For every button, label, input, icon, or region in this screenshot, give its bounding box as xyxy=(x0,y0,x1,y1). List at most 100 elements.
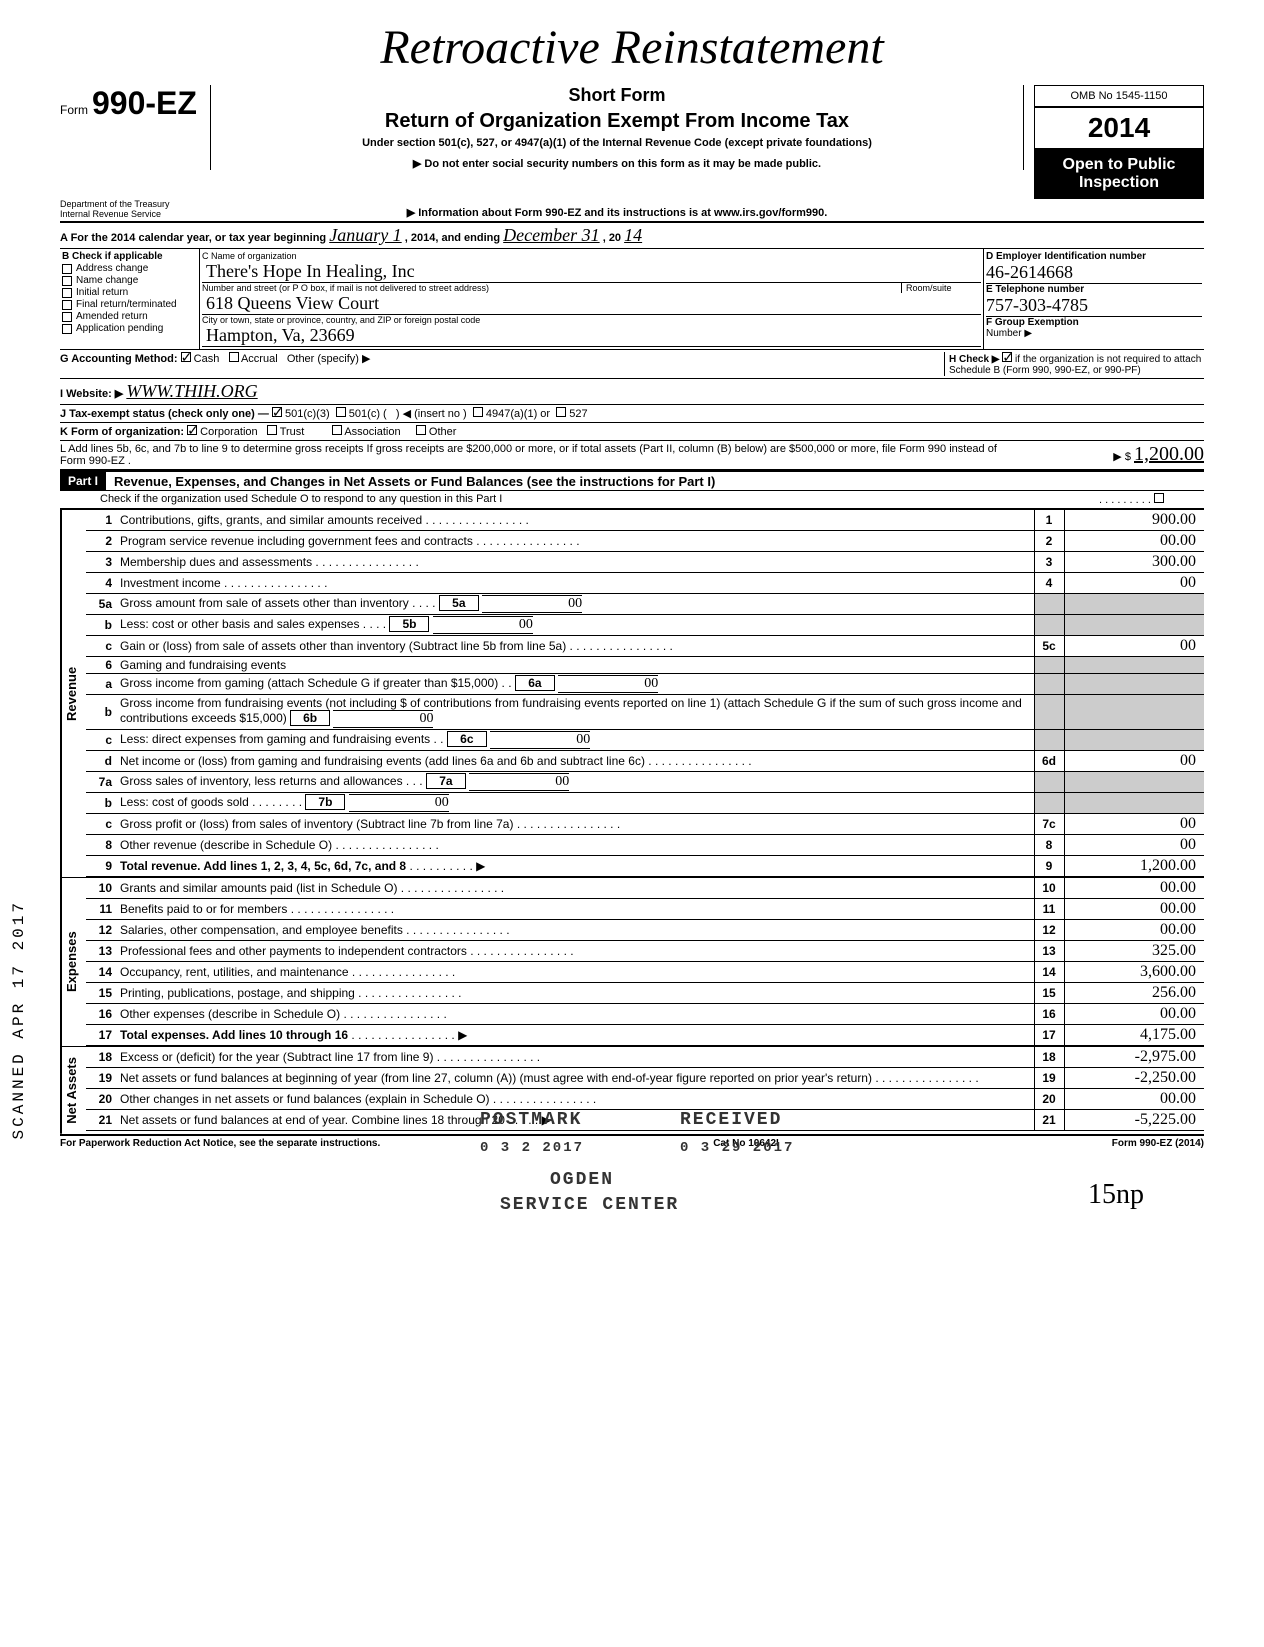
net-assets-label: Net Assets xyxy=(60,1047,81,1134)
section-i: I Website: ▶ WWW.THIH.ORG xyxy=(60,379,1204,405)
line-20-value: 00.00 xyxy=(1064,1089,1204,1110)
city-label: City or town, state or province, country… xyxy=(202,315,981,325)
line-2-value: 00.00 xyxy=(1064,531,1204,552)
ein-value: 46-2614668 xyxy=(986,262,1202,283)
checkbox-initial-return[interactable] xyxy=(62,288,72,298)
line-18-value: -2,975.00 xyxy=(1064,1047,1204,1068)
revenue-table: 1Contributions, gifts, grants, and simil… xyxy=(86,510,1204,877)
part-1-label: Part I xyxy=(60,472,106,490)
open-public-badge: Open to Public Inspection xyxy=(1034,149,1204,199)
ssn-note: ▶ Do not enter social security numbers o… xyxy=(221,157,1013,170)
tax-year-begin: January 1 xyxy=(329,225,401,245)
street-label: Number and street (or P O box, if mail i… xyxy=(202,283,901,293)
line-3-value: 300.00 xyxy=(1064,552,1204,573)
line-13-value: 325.00 xyxy=(1064,941,1204,962)
sections-b-through-f: B Check if applicable Address change Nam… xyxy=(60,249,1204,350)
phone-label: E Telephone number xyxy=(986,283,1202,295)
line-14-value: 3,600.00 xyxy=(1064,962,1204,983)
ogden-stamp: OGDEN xyxy=(550,1170,614,1190)
postmark-stamp: POSTMARK xyxy=(480,1110,582,1130)
org-name-label: C Name of organization xyxy=(202,251,981,261)
section-l: L Add lines 5b, 6c, and 7b to line 9 to … xyxy=(60,441,1204,470)
section-g: G Accounting Method: Cash Accrual Other … xyxy=(60,350,1204,379)
paperwork-notice: For Paperwork Reduction Act Notice, see … xyxy=(60,1138,380,1149)
org-name-value: There's Hope In Healing, Inc xyxy=(202,261,981,283)
checkbox-schedule-o[interactable] xyxy=(1154,493,1164,503)
checkbox-trust[interactable] xyxy=(267,425,277,435)
phone-value: 757-303-4785 xyxy=(986,295,1202,316)
part-1-title: Revenue, Expenses, and Changes in Net As… xyxy=(106,474,715,489)
line-21-value: -5,225.00 xyxy=(1064,1110,1204,1131)
tax-year-end: December 31 xyxy=(503,225,599,245)
form-header: Form 990-EZ Short Form Return of Organiz… xyxy=(60,85,1204,199)
received-stamp: RECEIVED xyxy=(680,1110,782,1130)
section-b-label: B Check if applicable xyxy=(62,251,163,262)
checkbox-other-org[interactable] xyxy=(416,425,426,435)
line-15-value: 256.00 xyxy=(1064,983,1204,1004)
net-assets-table: 18Excess or (deficit) for the year (Subt… xyxy=(86,1047,1204,1131)
revenue-section: Revenue 1Contributions, gifts, grants, a… xyxy=(60,509,1204,877)
checkbox-schedule-b[interactable] xyxy=(1002,352,1012,362)
scanned-stamp: SCANNED APR 17 2017 xyxy=(10,900,28,1139)
city-value: Hampton, Va, 23669 xyxy=(202,325,981,347)
line-17-total-expenses: 4,175.00 xyxy=(1064,1025,1204,1046)
checkbox-527[interactable] xyxy=(556,407,566,417)
date-stamp-1: 0 3 2 2017 xyxy=(480,1140,584,1156)
line-19-value: -2,250.00 xyxy=(1064,1068,1204,1089)
line-12-value: 00.00 xyxy=(1064,920,1204,941)
part-1-check: Check if the organization used Schedule … xyxy=(60,491,1204,509)
checkbox-501c[interactable] xyxy=(336,407,346,417)
form-number: 990-EZ xyxy=(92,85,197,122)
checkbox-amended[interactable] xyxy=(62,312,72,322)
form-label: Form xyxy=(60,103,88,117)
line-1-value: 900.00 xyxy=(1064,510,1204,531)
service-center-stamp: SERVICE CENTER xyxy=(500,1195,679,1215)
expenses-table: 10Grants and similar amounts paid (list … xyxy=(86,878,1204,1046)
line-11-value: 00.00 xyxy=(1064,899,1204,920)
net-assets-section: Net Assets 18Excess or (deficit) for the… xyxy=(60,1046,1204,1134)
website-value: WWW.THIH.ORG xyxy=(126,381,257,401)
ein-label: D Employer Identification number xyxy=(986,251,1202,262)
street-value: 618 Queens View Court xyxy=(202,293,981,315)
checkbox-address-change[interactable] xyxy=(62,264,72,274)
line-8-value: 00 xyxy=(1064,835,1204,856)
line-6d-value: 00 xyxy=(1064,751,1204,772)
checkbox-final-return[interactable] xyxy=(62,300,72,310)
form-version: Form 990-EZ (2014) xyxy=(1112,1138,1204,1149)
part-1-header: Part I Revenue, Expenses, and Changes in… xyxy=(60,470,1204,491)
dept-irs: Internal Revenue Service xyxy=(60,209,200,219)
dept-row: Department of the Treasury Internal Reve… xyxy=(60,199,1204,223)
checkbox-accrual[interactable] xyxy=(229,352,239,362)
tax-year: 2014 xyxy=(1034,107,1204,149)
checkbox-pending[interactable] xyxy=(62,324,72,334)
group-exemption-number: Number ▶ xyxy=(986,328,1202,339)
info-note: ▶ Information about Form 990-EZ and its … xyxy=(200,206,1034,219)
expenses-label: Expenses xyxy=(60,878,81,1046)
section-j: J Tax-exempt status (check only one) — 5… xyxy=(60,405,1204,423)
dept-treasury: Department of the Treasury xyxy=(60,199,200,209)
checkbox-501c3[interactable] xyxy=(272,407,282,417)
subtitle: Under section 501(c), 527, or 4947(a)(1)… xyxy=(221,137,1013,149)
room-label: Room/suite xyxy=(906,283,981,293)
line-4-value: 00 xyxy=(1064,573,1204,594)
gross-receipts-value: 1,200.00 xyxy=(1134,443,1204,465)
checkbox-4947[interactable] xyxy=(473,407,483,417)
line-9-total-revenue: 1,200.00 xyxy=(1064,856,1204,877)
group-exemption-label: F Group Exemption xyxy=(986,316,1202,328)
line-7c-value: 00 xyxy=(1064,814,1204,835)
date-stamp-2: 0 3 29 2017 xyxy=(680,1140,794,1156)
page-footer: For Paperwork Reduction Act Notice, see … xyxy=(60,1134,1204,1149)
return-title: Return of Organization Exempt From Incom… xyxy=(221,110,1013,133)
omb-number: OMB No 1545-1150 xyxy=(1034,85,1204,107)
checkbox-cash[interactable] xyxy=(181,352,191,362)
line-16-value: 00.00 xyxy=(1064,1004,1204,1025)
expenses-section: Expenses 10Grants and similar amounts pa… xyxy=(60,877,1204,1046)
checkbox-corporation[interactable] xyxy=(187,425,197,435)
section-k: K Form of organization: Corporation Trus… xyxy=(60,423,1204,441)
checkbox-name-change[interactable] xyxy=(62,276,72,286)
line-5c-value: 00 xyxy=(1064,636,1204,657)
handwritten-title: Retroactive Reinstatement xyxy=(60,20,1204,75)
revenue-label: Revenue xyxy=(60,510,81,877)
checkbox-association[interactable] xyxy=(332,425,342,435)
line-10-value: 00.00 xyxy=(1064,878,1204,899)
